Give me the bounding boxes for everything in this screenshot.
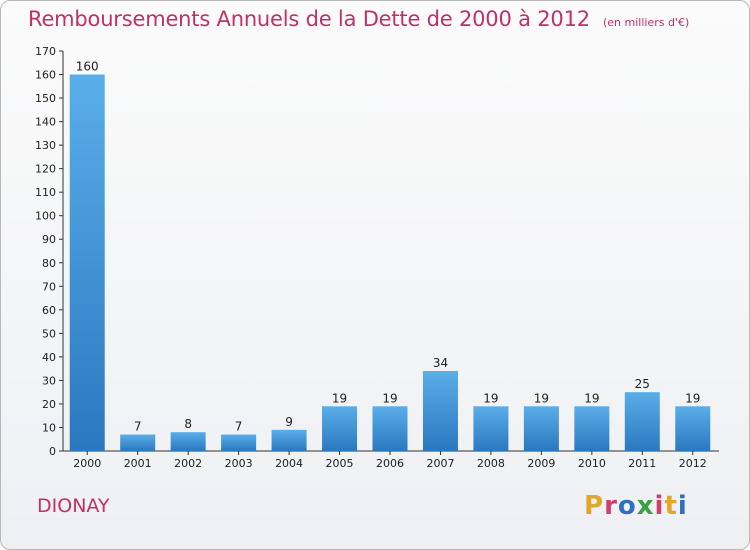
logo-letter: P [584,491,605,521]
commune-name: DIONAY [37,495,110,517]
x-tick-label: 2008 [477,457,505,470]
bar [120,434,156,451]
bar [322,406,358,451]
data-label: 19 [584,391,599,405]
logo-letter: t [664,491,678,521]
bar [574,406,610,451]
data-label: 19 [382,391,397,405]
bar [271,429,307,451]
x-tick-label: 2004 [275,457,303,470]
y-tick-label: 40 [42,351,56,364]
x-tick-label: 2006 [376,457,404,470]
y-tick-label: 60 [42,304,56,317]
y-tick-label: 70 [42,280,56,293]
bars: 160 7 8 7 9 19 19 34 19 19 19 25 19 [69,60,711,451]
data-label: 25 [635,377,650,391]
y-tick-label: 10 [42,421,56,434]
bar [69,74,105,451]
y-tick-label: 80 [42,257,56,270]
logo-letter: i [654,491,665,521]
data-label: 19 [332,391,347,405]
x-tick-label: 2010 [578,457,606,470]
x-tick-label: 2007 [426,457,454,470]
data-label: 19 [483,391,498,405]
logo-letter: o [617,491,637,521]
x-tick-label: 2009 [527,457,555,470]
y-tick-label: 160 [35,69,56,82]
y-tick-label: 120 [35,163,56,176]
y-tick-label: 50 [42,327,56,340]
x-tick-label: 2003 [225,457,253,470]
data-label: 19 [534,391,549,405]
bar [624,392,660,451]
proxiti-logo[interactable]: Proxiti [584,491,688,521]
y-tick-label: 150 [35,92,56,105]
y-tick-label: 30 [42,374,56,387]
chart-title-block: Remboursements Annuels de la Dette de 20… [28,7,689,31]
x-tick-label: 2012 [679,457,707,470]
y-tick-label: 140 [35,116,56,129]
x-tick-label: 2005 [326,457,354,470]
logo-letter: i [677,491,688,521]
x-tick-label: 2001 [124,457,152,470]
data-label: 160 [76,60,99,74]
logo-letter: r [604,491,618,521]
x-tick-label: 2002 [174,457,202,470]
y-tick-label: 100 [35,210,56,223]
bar [473,406,509,451]
y-tick-label: 0 [49,445,56,458]
bar [221,434,257,451]
chart-unit: (en milliers d'€) [603,16,690,29]
data-label: 7 [134,420,142,434]
data-label: 19 [685,391,700,405]
y-tick-label: 170 [35,45,56,58]
bar [523,406,559,451]
y-tick-label: 20 [42,398,56,411]
y-tick-label: 90 [42,233,56,246]
data-label: 34 [433,356,448,370]
logo-letter: x [636,491,655,521]
bar [422,371,458,451]
y-tick-label: 110 [35,186,56,199]
axes: 0 10 20 30 40 50 60 70 80 90 100 110 120 130 140 150 160… [35,45,719,470]
data-label: 9 [285,415,293,429]
y-tick-label: 130 [35,139,56,152]
data-label: 8 [184,417,192,431]
x-tick-label: 2011 [628,457,656,470]
bar [675,406,711,451]
chart-title: Remboursements Annuels de la Dette de 20… [28,7,590,31]
bar [372,406,408,451]
x-tick-label: 2000 [73,457,101,470]
data-label: 7 [235,420,243,434]
bar [170,432,206,451]
